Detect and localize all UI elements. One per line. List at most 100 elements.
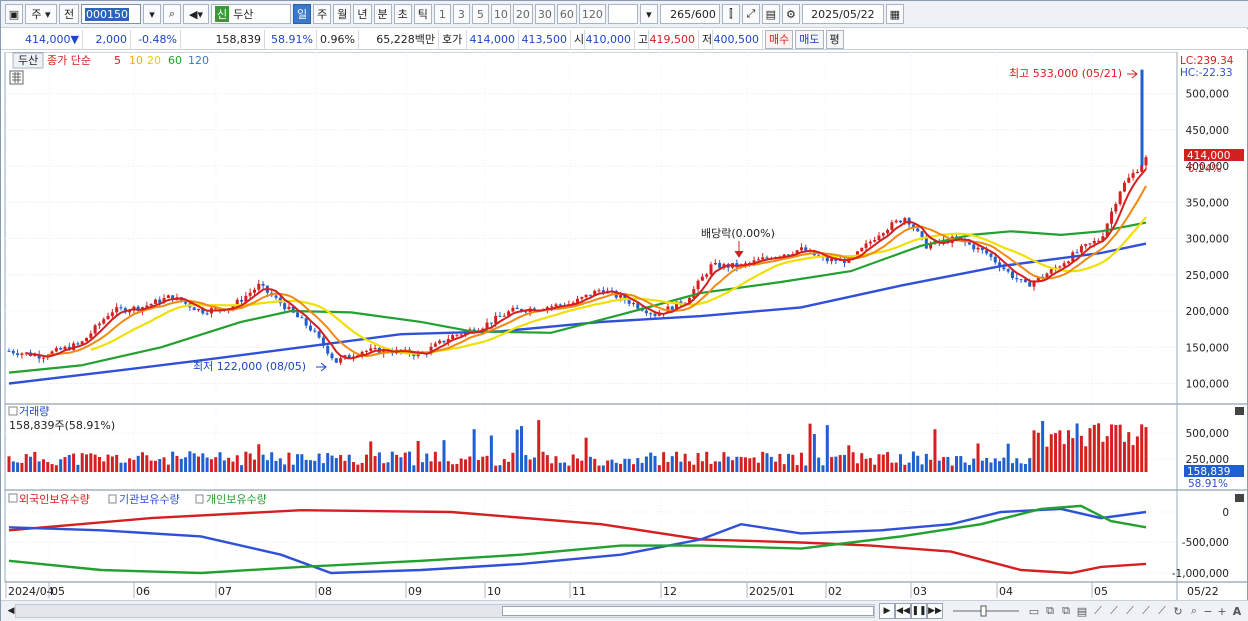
date-field[interactable]: 2025/05/22 [801, 4, 884, 24]
volume-bar [37, 461, 41, 472]
zoom-slider[interactable] [951, 604, 1021, 618]
volume-bar [1092, 424, 1096, 472]
volume-bar [1131, 445, 1135, 472]
volume-bar [1036, 432, 1040, 472]
zoom-in-icon[interactable]: + [1217, 604, 1227, 618]
candle-body [899, 220, 903, 223]
period-second-button[interactable]: 초 [393, 4, 412, 24]
panel-toggle-icon[interactable] [8, 493, 18, 503]
interval-10-button[interactable]: 10 [490, 4, 511, 24]
interval-dropdown-icon[interactable]: ▾ [639, 4, 658, 24]
period-year-button[interactable]: 년 [353, 4, 372, 24]
period-month-button[interactable]: 월 [333, 4, 352, 24]
interval-custom-input[interactable] [607, 4, 638, 24]
volume-bar [153, 460, 157, 472]
volume-bar [967, 465, 971, 472]
draw-line-icon[interactable]: ⤢ [741, 4, 760, 24]
chart-area[interactable]: 두산 종가 단순 5 10 20 60 120 500,000450,00040… [1, 52, 1248, 600]
gear-icon[interactable]: ⚙ [781, 4, 800, 24]
interval-20-button[interactable]: 20 [512, 4, 533, 24]
panel-toggle-icon[interactable] [8, 406, 18, 416]
period-minute-button[interactable]: 분 [373, 4, 392, 24]
candle-body [795, 250, 799, 254]
layout-1-icon[interactable]: ▭ [1028, 604, 1040, 618]
holding-panel-close-icon[interactable] [1235, 494, 1244, 502]
candle-body [304, 318, 308, 326]
scroll-left-icon[interactable]: ◀ [7, 606, 15, 616]
ma-legend-120[interactable]: 120 [188, 54, 209, 67]
fast-forward-icon[interactable]: ▶▶ [927, 603, 943, 619]
period-week-button[interactable]: 주 [313, 4, 332, 24]
volume-bar [881, 454, 885, 472]
ma-legend-10[interactable]: 10 [129, 54, 143, 67]
play-icon[interactable]: ▶ [879, 603, 895, 619]
pattern-2-icon[interactable]: ⟋ [1110, 604, 1118, 617]
volume-panel-close-icon[interactable] [1235, 407, 1244, 415]
candle-body [700, 276, 704, 281]
code-dropdown-icon[interactable]: ▾ [143, 4, 161, 24]
layout-2-icon[interactable]: ⧉ [1046, 604, 1054, 617]
market-select[interactable]: 주 ▾ [25, 4, 57, 24]
layout-3-icon[interactable]: ⧉ [1062, 604, 1070, 617]
volume-bar [1135, 436, 1139, 472]
sell-button[interactable]: 매도 [795, 29, 824, 49]
candle-body [1079, 245, 1083, 253]
pattern-5-icon[interactable]: ⟋ [1158, 604, 1166, 617]
stock-name-field[interactable]: 신 두산 [211, 4, 291, 24]
interval-5-button[interactable]: 5 [471, 4, 489, 24]
zoom-out-icon[interactable]: − [1203, 604, 1213, 618]
window-layout-icon[interactable]: ▣ [5, 4, 23, 24]
high-label: 고 [635, 29, 649, 49]
rewind-icon[interactable]: ◀◀ [895, 603, 911, 619]
ma-legend-5[interactable]: 5 [114, 54, 121, 67]
pattern-4-icon[interactable]: ⟋ [1142, 604, 1150, 617]
horizontal-scrollbar[interactable] [15, 604, 875, 618]
pattern-3-icon[interactable]: ⟋ [1126, 604, 1134, 617]
period-tick-button[interactable]: 틱 [413, 4, 432, 24]
speaker-icon[interactable]: ◀▾ [183, 4, 209, 24]
interval-3-button[interactable]: 3 [452, 4, 470, 24]
prev-button[interactable]: 전 [59, 4, 79, 24]
candle-body [761, 257, 765, 260]
layout-4-icon[interactable]: ▤ [1076, 604, 1088, 618]
period-day-button[interactable]: 일 [293, 4, 312, 24]
stock-tab[interactable] [12, 52, 44, 69]
data-count-field[interactable]: 265/600 [659, 4, 720, 24]
pattern-1-icon[interactable]: ⟋ [1094, 604, 1102, 617]
volume-bar [726, 456, 730, 472]
buy-button[interactable]: 매수 [765, 29, 794, 49]
panel-toggle-icon[interactable] [195, 494, 204, 504]
individual-holding-legend[interactable]: 개인보유수량 [206, 493, 267, 506]
low-annotation: 최저 122,000 (08/05) [193, 360, 327, 373]
ma60-line [8, 221, 1147, 374]
candle-body [63, 346, 67, 350]
candle-type-icon[interactable]: ⫿ [721, 4, 740, 24]
candle-body [54, 348, 58, 352]
volume-bars[interactable] [7, 420, 1148, 472]
zoom-search-icon[interactable]: ⌕ [1190, 604, 1198, 617]
candle-body [274, 295, 278, 298]
search-icon[interactable]: ⌕ [163, 4, 181, 24]
panel-toggle-icon[interactable] [108, 494, 117, 504]
interval-1-button[interactable]: 1 [433, 4, 451, 24]
pause-icon[interactable]: ❚❚ [911, 603, 927, 619]
refresh-icon[interactable]: ↻ [1173, 604, 1183, 618]
institution-holding-legend[interactable]: 기관보유수량 [119, 493, 180, 506]
stock-code-input[interactable]: 000150 [81, 4, 141, 24]
calendar-icon[interactable]: ▦ [885, 4, 904, 24]
interval-120-button[interactable]: 120 [578, 4, 606, 24]
candle-body [507, 311, 511, 316]
interval-30-button[interactable]: 30 [534, 4, 555, 24]
ma-legend-20[interactable]: 20 [147, 54, 161, 67]
average-button[interactable]: 평 [825, 29, 844, 49]
volume-bar [808, 423, 812, 472]
save-icon[interactable]: ▤ [761, 4, 780, 24]
foreign-holding-legend[interactable]: 외국인보유수량 [19, 493, 90, 506]
interval-60-button[interactable]: 60 [556, 4, 577, 24]
ma-legend-60[interactable]: 60 [168, 54, 182, 67]
volume-bar [420, 462, 424, 472]
volume-bar [438, 461, 442, 472]
scrollbar-thumb[interactable] [502, 606, 874, 616]
font-size-icon[interactable]: A [1232, 604, 1242, 618]
